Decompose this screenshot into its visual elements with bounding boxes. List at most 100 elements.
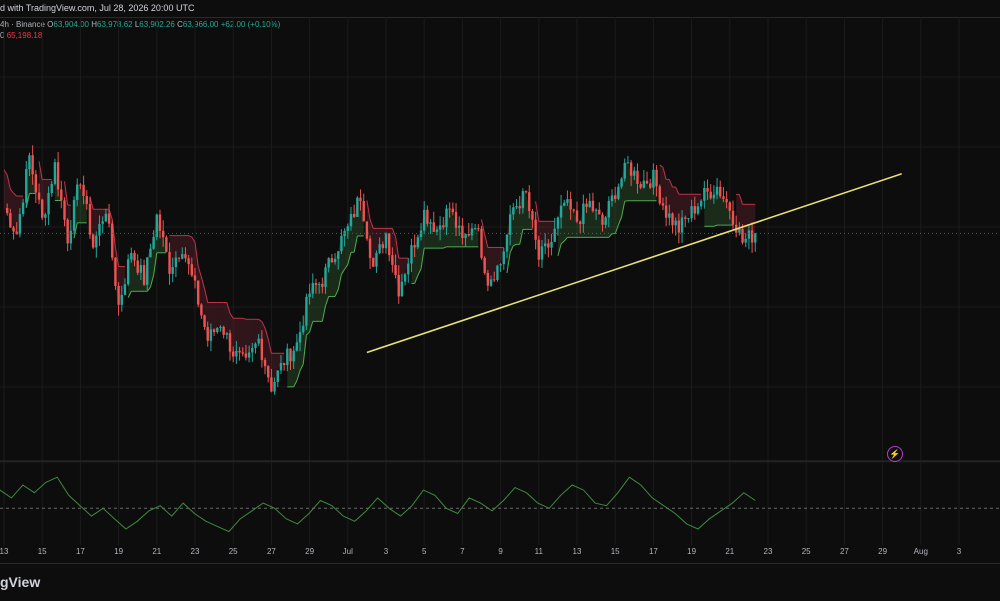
candle-body [168, 252, 170, 274]
candle-body [226, 333, 228, 335]
candle-body [22, 203, 24, 214]
x-tick-label: 3 [957, 547, 962, 556]
candle-body [461, 226, 463, 238]
candle-body [12, 227, 14, 231]
candle-body [541, 246, 543, 259]
candle-body [283, 363, 285, 365]
candle-body [324, 267, 326, 286]
candle-body [522, 191, 524, 208]
candle-body [589, 201, 591, 207]
candle-body [544, 243, 546, 246]
candle-body [305, 297, 307, 326]
candle-body [31, 155, 33, 174]
candle-body [222, 327, 224, 335]
candle-body [289, 349, 291, 362]
supertrend-area [217, 302, 220, 328]
candle-body [633, 171, 635, 176]
candle-body [308, 294, 310, 297]
candle-body [382, 244, 384, 248]
x-tick-label: 21 [152, 547, 161, 556]
x-tick-label: 25 [229, 547, 238, 556]
candle-body [598, 210, 600, 215]
candle-body [538, 240, 540, 260]
supertrend-area [497, 247, 500, 265]
candle-body [9, 213, 11, 227]
candle-body [413, 245, 415, 247]
candle-body [630, 162, 632, 175]
candle-body [35, 174, 37, 192]
candle-body [722, 196, 724, 199]
candle-body [44, 214, 46, 217]
x-tick-label: 17 [76, 547, 85, 556]
candle-body [105, 214, 107, 222]
candle-body [159, 214, 161, 230]
candle-body [54, 162, 56, 184]
candle-body [76, 185, 78, 200]
candle-body [181, 254, 183, 259]
candle-body [254, 344, 256, 348]
candle-body [203, 315, 205, 327]
candle-body [257, 339, 259, 344]
candle-body [652, 170, 654, 188]
candle-body [334, 259, 336, 262]
candle-body [41, 200, 43, 218]
candle-body [732, 211, 734, 225]
candle-body [569, 199, 571, 210]
candle-body [140, 265, 142, 273]
candle-body [655, 170, 657, 186]
candle-body [267, 366, 269, 377]
candle-body [127, 259, 129, 284]
candle-body [315, 283, 317, 285]
candle-body [748, 230, 750, 238]
footer-bar: gView [0, 563, 1000, 601]
candle-body [700, 201, 702, 207]
candle-body [639, 184, 641, 188]
candle-body [385, 233, 387, 248]
candle-body [595, 210, 597, 211]
tradingview-brand: gView [0, 574, 40, 590]
supertrend-area [685, 194, 688, 219]
candle-body [331, 258, 333, 262]
candle-body [458, 226, 460, 228]
lightning-icon[interactable]: ⚡ [887, 446, 903, 462]
candle-body [95, 236, 97, 248]
candle-body [433, 222, 435, 232]
candle-body [286, 349, 288, 366]
candle-body [251, 348, 253, 352]
candle-body [337, 251, 339, 259]
candle-body [426, 210, 428, 224]
candle-body [468, 234, 470, 235]
candle-body [79, 185, 81, 186]
candle-body [477, 228, 479, 229]
candle-body [608, 201, 610, 217]
candle-body [579, 222, 581, 224]
candle-body [108, 214, 110, 224]
candle-body [350, 214, 352, 226]
candle-body [614, 195, 616, 198]
candle-body [86, 196, 88, 204]
candle-body [277, 370, 279, 382]
candle-body [242, 352, 244, 353]
candle-body [534, 220, 536, 240]
candle-body [172, 267, 174, 274]
candle-body [452, 209, 454, 212]
candle-body [363, 201, 365, 221]
candle-body [515, 206, 517, 207]
candle-body [496, 266, 498, 280]
candle-body [133, 253, 135, 260]
candle-body [321, 284, 323, 287]
oscillator-line [0, 477, 755, 531]
x-tick-label: 13 [573, 547, 582, 556]
candle-body [264, 360, 266, 366]
candle-body [391, 255, 393, 265]
candle-body [137, 260, 139, 272]
x-tick-label: Jul [343, 547, 353, 556]
candle-body [611, 195, 613, 201]
candle-body [388, 233, 390, 255]
candle-body [697, 206, 699, 213]
candle-body [550, 242, 552, 248]
candle-body [98, 224, 100, 236]
candle-body [191, 264, 193, 275]
candle-body [573, 210, 575, 211]
